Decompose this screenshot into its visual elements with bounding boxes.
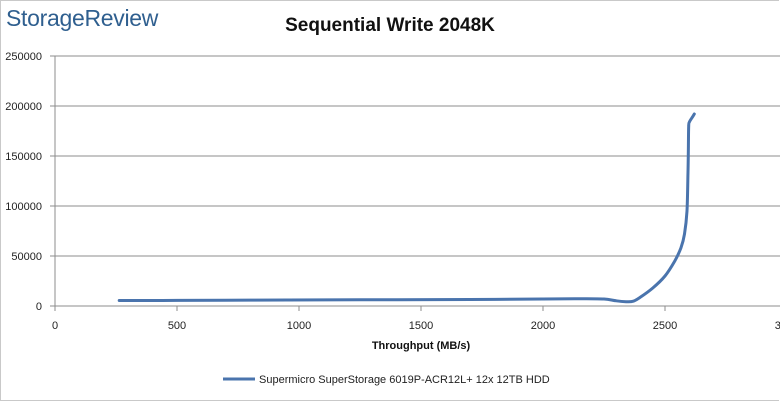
gridlines bbox=[55, 55, 780, 257]
series-line bbox=[117, 112, 696, 304]
y-tick-label: 0 bbox=[36, 301, 42, 313]
x-axis-title: Throughput (MB/s) bbox=[372, 340, 471, 352]
legend: Supermicro SuperStorage 6019P-ACR12L+ 12… bbox=[223, 374, 550, 386]
series-lines bbox=[117, 112, 696, 304]
x-tick-label: 1000 bbox=[287, 320, 311, 332]
y-tick-label: 250000 bbox=[5, 51, 42, 63]
x-tick-label: 2500 bbox=[653, 320, 677, 332]
y-tick-label: 100000 bbox=[5, 201, 42, 213]
x-tick-label: 0 bbox=[52, 320, 58, 332]
x-tick-label: 2000 bbox=[531, 320, 555, 332]
chart-title: Sequential Write 2048K bbox=[285, 15, 495, 36]
y-tick-label: 50000 bbox=[11, 251, 42, 263]
legend-label: Supermicro SuperStorage 6019P-ACR12L+ 12… bbox=[259, 374, 550, 386]
tick-labels: 0 50000 100000 150000 200000 250000 0 500 1000 15… bbox=[5, 51, 780, 332]
x-tick-label: 500 bbox=[168, 320, 186, 332]
y-tick-label: 150000 bbox=[5, 151, 42, 163]
storagereview-logo: StorageReview bbox=[6, 5, 159, 31]
axes bbox=[50, 55, 780, 311]
x-tick-label: 3000 bbox=[775, 320, 780, 332]
x-tick-label: 1500 bbox=[409, 320, 433, 332]
y-tick-label: 200000 bbox=[5, 101, 42, 113]
